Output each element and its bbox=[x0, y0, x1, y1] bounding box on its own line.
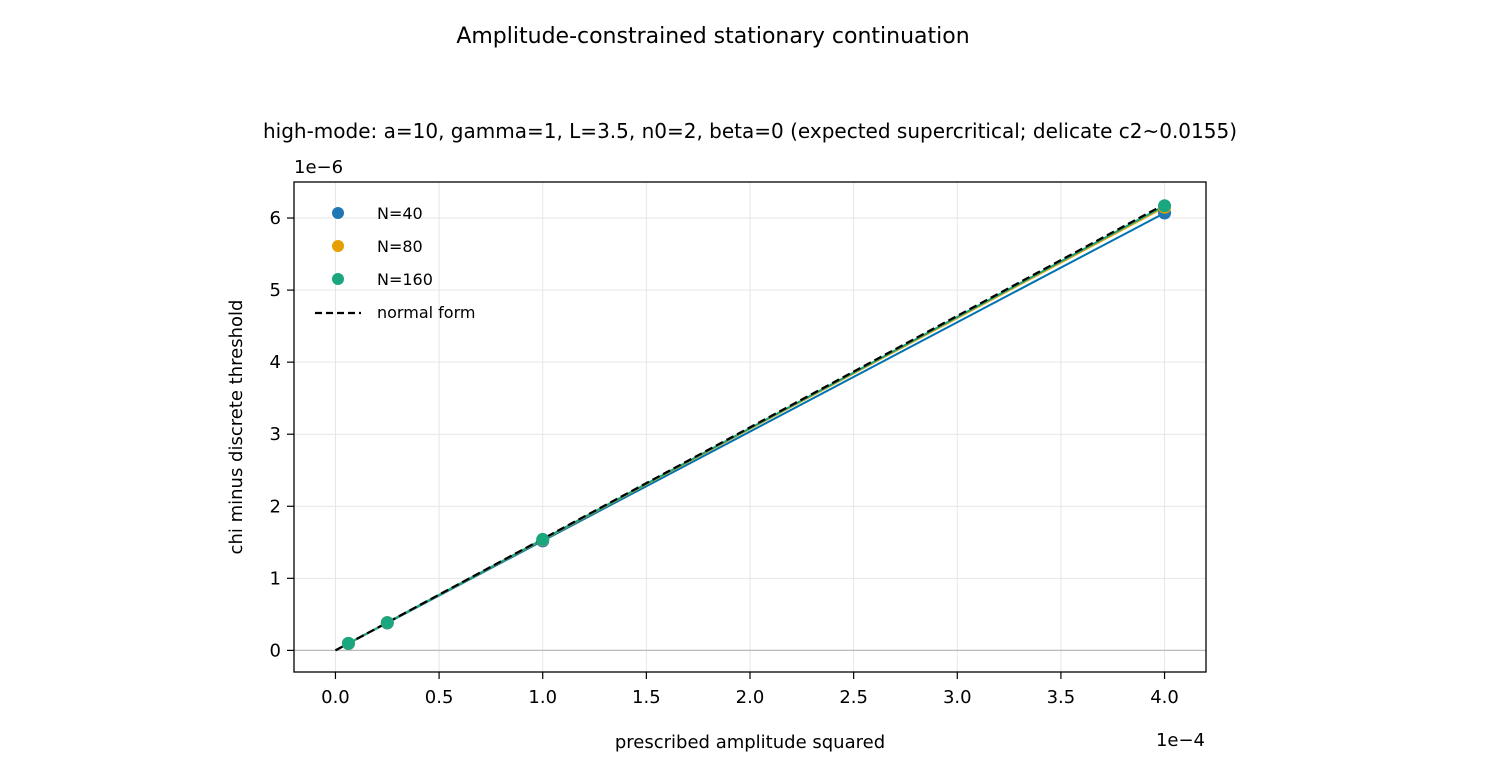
data-point bbox=[341, 636, 355, 650]
data-point bbox=[536, 532, 550, 546]
legend: N=40 N=80 N=160 normal form bbox=[315, 204, 475, 322]
x-axis-label: prescribed amplitude squared bbox=[615, 732, 885, 753]
x-tick-label: 2.0 bbox=[736, 687, 765, 708]
x-tick-label: 4.0 bbox=[1150, 687, 1179, 708]
data-point bbox=[380, 616, 394, 630]
figure-title: Amplitude-constrained stationary continu… bbox=[456, 24, 969, 49]
y-tick-label: 6 bbox=[270, 208, 281, 229]
x-tick-label: 2.5 bbox=[839, 687, 868, 708]
legend-label-normal-form: normal form bbox=[377, 303, 475, 322]
legend-label-n80: N=80 bbox=[377, 237, 423, 256]
ticks: 0.0 0.5 1.0 1.5 2.0 2.5 3.0 3.5 4.0 0 1 2 3 4 5 6 bbox=[270, 208, 1179, 708]
legend-marker-n40 bbox=[332, 207, 344, 219]
y-tick-label: 5 bbox=[270, 280, 281, 301]
x-tick-label: 0.5 bbox=[425, 687, 454, 708]
normal-form-line bbox=[334, 203, 1166, 652]
legend-label-n160: N=160 bbox=[377, 270, 433, 289]
x-tick-label: 1.5 bbox=[632, 687, 661, 708]
legend-label-n40: N=40 bbox=[377, 204, 423, 223]
y-offset-label: 1e−6 bbox=[294, 157, 343, 178]
chart-title: high-mode: a=10, gamma=1, L=3.5, n0=2, b… bbox=[263, 119, 1237, 143]
y-tick-label: 1 bbox=[270, 568, 281, 589]
reference-line bbox=[334, 203, 1166, 652]
x-tick-label: 0.0 bbox=[321, 687, 350, 708]
x-tick-label: 1.0 bbox=[528, 687, 557, 708]
y-tick-label: 4 bbox=[270, 352, 281, 373]
y-tick-label: 0 bbox=[270, 640, 281, 661]
x-tick-label: 3.5 bbox=[1047, 687, 1076, 708]
legend-marker-n160 bbox=[332, 273, 344, 285]
data-points bbox=[341, 199, 1172, 651]
legend-marker-n80 bbox=[332, 240, 344, 252]
y-tick-label: 3 bbox=[270, 424, 281, 445]
x-offset-label: 1e−4 bbox=[1156, 730, 1205, 751]
y-axis-label: chi minus discrete threshold bbox=[226, 300, 247, 555]
x-tick-label: 3.0 bbox=[943, 687, 972, 708]
y-tick-label: 2 bbox=[270, 496, 281, 517]
data-point bbox=[1158, 199, 1172, 213]
